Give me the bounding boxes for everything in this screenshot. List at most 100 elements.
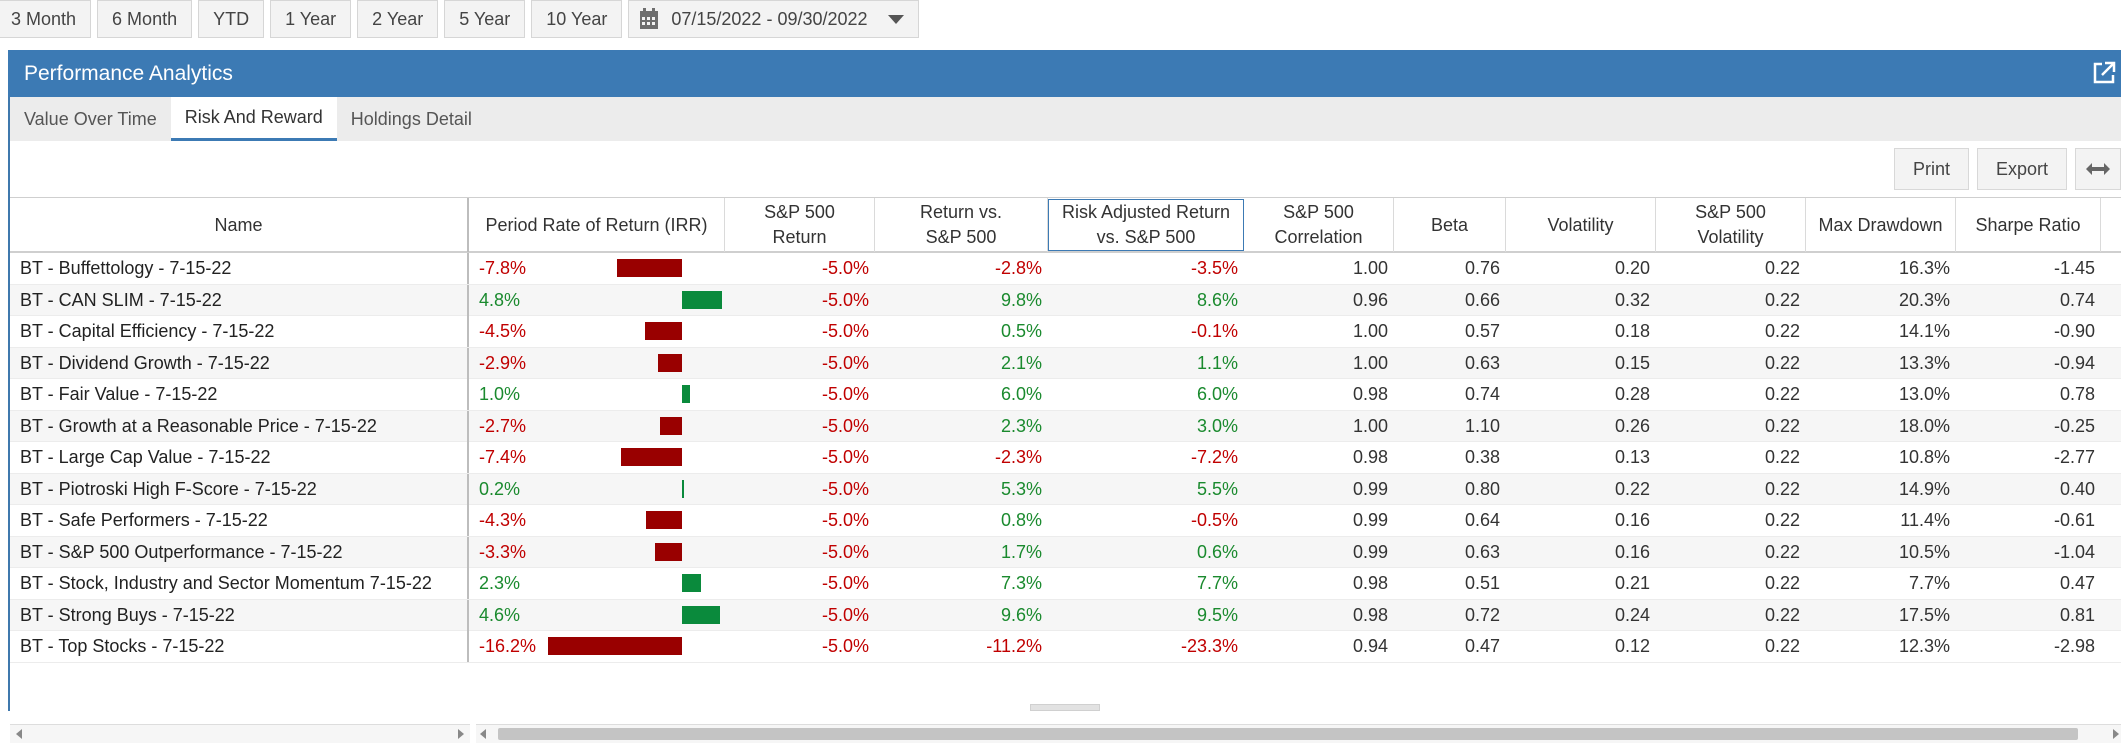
period-1-year-button[interactable]: 1 Year bbox=[270, 0, 352, 38]
column-header-max-dd[interactable]: Max Drawdown bbox=[1806, 198, 1956, 252]
main-horizontal-scrollbar[interactable] bbox=[476, 724, 2121, 743]
period-3-month-button[interactable]: 3 Month bbox=[0, 0, 92, 38]
column-header-vs-sp[interactable]: Return vs. S&P 500 bbox=[875, 198, 1048, 252]
cell-sp-vol: 0.22 bbox=[1764, 352, 1800, 373]
table-row[interactable]: BT - CAN SLIM - 7-15-22 4.8% -5.0% 9.8% 8.6%… bbox=[10, 284, 2121, 316]
date-range-picker[interactable]: 07/15/2022 - 09/30/2022 bbox=[628, 0, 919, 38]
print-button[interactable]: Print bbox=[1893, 148, 1969, 190]
cell-risk-adj: 7.7% bbox=[1196, 573, 1238, 593]
cell-risk-adj: 9.5% bbox=[1196, 604, 1238, 625]
scroll-left-arrow-icon[interactable] bbox=[16, 729, 22, 739]
cell-beta: 0.66 bbox=[1464, 289, 1500, 310]
table-row[interactable]: BT - Top Stocks - 7-15-22 -16.2% -5.0% -11.… bbox=[10, 631, 2121, 663]
cell-beta: 0.74 bbox=[1464, 384, 1500, 404]
column-header-irr[interactable]: Period Rate of Return (IRR) bbox=[469, 198, 725, 252]
column-header-label: Volatility bbox=[1547, 214, 1614, 235]
table-row[interactable]: BT - Strong Buys - 7-15-22 4.6% -5.0% 9.6% 9… bbox=[10, 599, 2121, 631]
column-header-sharpe[interactable]: Sharpe Ratio bbox=[1956, 198, 2101, 252]
tab-holdings-detail[interactable]: Holdings Detail bbox=[350, 108, 472, 129]
column-header-corr[interactable]: S&P 500 Correlation bbox=[1244, 198, 1394, 252]
table-row[interactable]: BT - S&P 500 Outperformance - 7-15-22 -3.… bbox=[10, 536, 2121, 568]
table-row[interactable]: BT - Stock, Industry and Sector Momentum… bbox=[10, 568, 2121, 600]
cell-irr: -3.3% bbox=[479, 541, 527, 562]
irr-bar bbox=[682, 479, 684, 498]
cell-max-dd: 17.5% bbox=[1898, 604, 1950, 625]
cell-vs-sp: -2.8% bbox=[994, 258, 1042, 278]
cell-sp-vol: 0.22 bbox=[1764, 447, 1800, 467]
cell-sp-return: -5.0% bbox=[821, 321, 869, 341]
resize-handle[interactable] bbox=[1030, 704, 1100, 711]
table-row[interactable]: BT - Piotroski High F-Score - 7-15-22 0.2… bbox=[10, 473, 2121, 505]
column-header-label: Volatility bbox=[1697, 227, 1764, 247]
irr-bar bbox=[682, 574, 702, 592]
cell-risk-adj: -23.3% bbox=[1180, 636, 1238, 656]
export-button[interactable]: Export bbox=[1976, 148, 2067, 190]
table-row[interactable]: BT - Capital Efficiency - 7-15-22 -4.5% -5… bbox=[10, 316, 2121, 348]
cell-risk-adj: -0.5% bbox=[1190, 510, 1238, 530]
cell-irr: -2.7% bbox=[479, 415, 527, 436]
cell-sp-return: -5.0% bbox=[821, 289, 869, 310]
cell-sharpe: 0.74 bbox=[2059, 289, 2095, 310]
scroll-right-arrow-icon[interactable] bbox=[2113, 729, 2119, 739]
scroll-left-arrow-icon[interactable] bbox=[480, 729, 486, 739]
popout-icon[interactable] bbox=[2091, 60, 2117, 86]
column-header-risk-adj[interactable]: Risk Adjusted Return vs. S&P 500 bbox=[1048, 199, 1244, 251]
cell-sp-return: -5.0% bbox=[821, 604, 869, 625]
cell-corr: 0.99 bbox=[1352, 478, 1388, 499]
table-row[interactable]: BT - Growth at a Reasonable Price - 7-15… bbox=[10, 410, 2121, 442]
cell-max-dd: 10.8% bbox=[1898, 447, 1950, 467]
cell-beta: 0.64 bbox=[1464, 510, 1500, 530]
cell-risk-adj: 6.0% bbox=[1196, 384, 1238, 404]
cell-irr: 4.8% bbox=[479, 289, 521, 310]
cell-vol: 0.16 bbox=[1614, 541, 1650, 562]
cell-max-dd: 18.0% bbox=[1898, 415, 1950, 436]
column-header-name[interactable]: Name bbox=[10, 198, 469, 252]
cell-max-dd: 14.9% bbox=[1898, 478, 1950, 499]
tab-value-over-time[interactable]: Value Over Time bbox=[24, 108, 157, 129]
irr-bar bbox=[644, 322, 682, 340]
cell-name: BT - Stock, Industry and Sector Momentum… bbox=[10, 568, 469, 599]
period-10-year-button[interactable]: 10 Year bbox=[531, 0, 623, 38]
period-5-year-button[interactable]: 5 Year bbox=[444, 0, 526, 38]
irr-bar bbox=[682, 605, 721, 624]
cell-max-dd: 20.3% bbox=[1898, 289, 1950, 310]
cell-vs-sp: 6.0% bbox=[1000, 384, 1042, 404]
calendar-icon bbox=[639, 8, 659, 30]
period-2-year-button[interactable]: 2 Year bbox=[357, 0, 439, 38]
cell-sp-vol: 0.22 bbox=[1764, 604, 1800, 625]
cell-sharpe: -0.25 bbox=[2053, 415, 2095, 436]
period-6-month-button[interactable]: 6 Month bbox=[97, 0, 193, 38]
cell-vol: 0.15 bbox=[1614, 352, 1650, 373]
irr-bar bbox=[547, 637, 682, 655]
column-header-vol[interactable]: Volatility bbox=[1506, 198, 1656, 252]
cell-corr: 0.94 bbox=[1352, 636, 1388, 656]
column-header-sp-return[interactable]: S&P 500 Return bbox=[725, 198, 875, 252]
cell-sp-return: -5.0% bbox=[821, 478, 869, 499]
table-row[interactable]: BT - Fair Value - 7-15-22 1.0% -5.0% 6.0% 6.… bbox=[10, 379, 2121, 411]
cell-risk-adj: 3.0% bbox=[1196, 415, 1238, 436]
cell-corr: 0.99 bbox=[1352, 541, 1388, 562]
column-header-beta[interactable]: Beta bbox=[1394, 198, 1506, 252]
cell-vs-sp: 9.6% bbox=[1000, 604, 1042, 625]
cell-irr: -16.2% bbox=[479, 636, 537, 656]
column-header-label: S&P 500 bbox=[1283, 202, 1354, 222]
table-row[interactable]: BT - Buffettology - 7-15-22 -7.8% -5.0% -2.… bbox=[10, 253, 2121, 285]
cell-name: BT - Capital Efficiency - 7-15-22 bbox=[10, 316, 469, 347]
scrollbar-thumb[interactable] bbox=[498, 728, 2078, 740]
table-row[interactable]: BT - Large Cap Value - 7-15-22 -7.4% -5.0%… bbox=[10, 442, 2121, 474]
period-ytd-button[interactable]: YTD bbox=[198, 0, 265, 38]
cell-sp-return: -5.0% bbox=[821, 447, 869, 467]
cell-sharpe: 0.40 bbox=[2059, 478, 2095, 499]
left-horizontal-scrollbar[interactable] bbox=[10, 724, 470, 743]
table-row[interactable]: BT - Dividend Growth - 7-15-22 -2.9% -5.0%… bbox=[10, 347, 2121, 379]
table-row[interactable]: BT - Safe Performers - 7-15-22 -4.3% -5.0%… bbox=[10, 505, 2121, 537]
cell-max-dd: 13.3% bbox=[1898, 352, 1950, 373]
scroll-right-arrow-icon[interactable] bbox=[458, 729, 464, 739]
chevron-down-icon bbox=[887, 14, 904, 24]
cell-vs-sp: -2.3% bbox=[994, 447, 1042, 467]
cell-beta: 0.57 bbox=[1464, 321, 1500, 341]
cell-max-dd: 16.3% bbox=[1898, 258, 1950, 278]
column-header-sp-vol[interactable]: S&P 500 Volatility bbox=[1656, 198, 1806, 252]
tab-risk-and-reward[interactable]: Risk And Reward bbox=[170, 97, 337, 141]
expand-width-button[interactable] bbox=[2075, 148, 2121, 190]
